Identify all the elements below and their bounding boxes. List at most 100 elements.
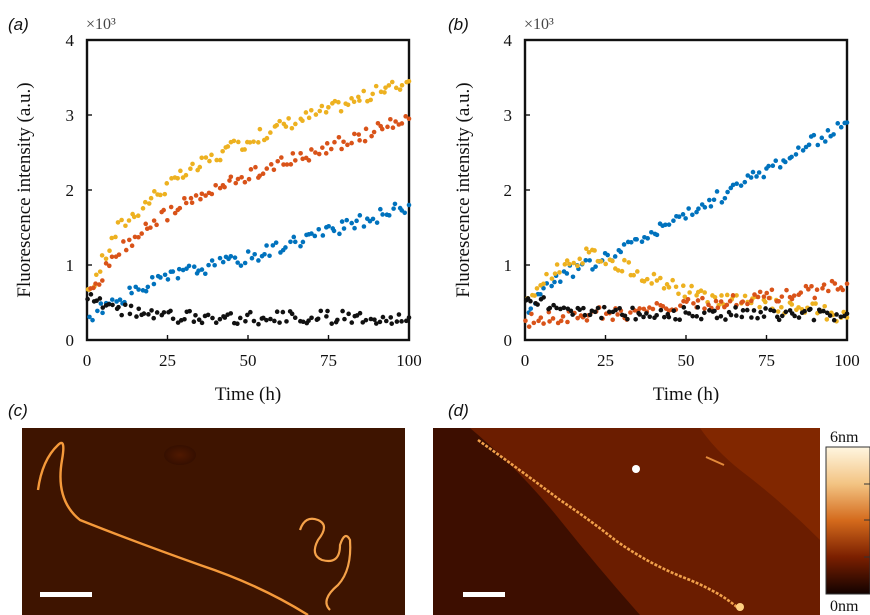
data-point xyxy=(243,318,248,324)
data-point xyxy=(262,251,267,257)
afm-image-c xyxy=(22,428,405,615)
fibril xyxy=(477,438,741,611)
data-point xyxy=(630,305,635,311)
data-point xyxy=(325,308,330,314)
data-point xyxy=(840,287,846,293)
data-point xyxy=(326,223,331,229)
data-point xyxy=(775,309,781,314)
data-point xyxy=(595,305,601,311)
data-point xyxy=(619,268,625,274)
data-point xyxy=(752,292,757,297)
data-point xyxy=(673,284,679,290)
data-point xyxy=(730,293,736,298)
data-point xyxy=(554,305,559,311)
data-point xyxy=(345,102,351,108)
data-point xyxy=(228,254,234,259)
data-point xyxy=(293,158,298,163)
data-point xyxy=(187,308,192,314)
data-point xyxy=(388,315,394,320)
data-point xyxy=(109,254,115,260)
data-point xyxy=(622,313,628,319)
data-point xyxy=(779,313,785,319)
data-point xyxy=(766,295,772,301)
data-point xyxy=(389,321,395,326)
data-point xyxy=(100,305,106,310)
data-point xyxy=(690,313,695,319)
data-point xyxy=(406,315,412,320)
data-point xyxy=(373,83,379,89)
data-point xyxy=(822,139,828,144)
data-point xyxy=(162,191,168,197)
data-point xyxy=(802,308,807,314)
data-point xyxy=(762,299,768,305)
data-point xyxy=(568,308,574,314)
data-point xyxy=(351,99,357,105)
data-point xyxy=(526,324,532,329)
data-point xyxy=(544,271,549,277)
data-point xyxy=(682,294,688,300)
data-point xyxy=(378,206,383,212)
data-point xyxy=(274,122,280,128)
data-point xyxy=(162,272,168,278)
data-point xyxy=(748,175,754,180)
data-point xyxy=(560,314,566,319)
data-point xyxy=(247,140,253,145)
data-point xyxy=(235,260,240,265)
data-point xyxy=(370,91,375,97)
data-point xyxy=(93,281,98,286)
data-point xyxy=(695,305,701,310)
x-tick-label: 0 xyxy=(521,351,530,370)
data-point xyxy=(811,132,817,138)
data-point xyxy=(222,184,227,190)
data-point xyxy=(678,303,683,308)
data-point xyxy=(199,267,205,272)
data-point xyxy=(97,296,103,301)
data-point xyxy=(689,283,694,289)
data-point xyxy=(242,179,248,185)
data-point xyxy=(587,258,592,263)
data-point xyxy=(132,234,138,240)
data-point xyxy=(714,189,720,194)
data-point xyxy=(580,261,585,266)
data-point xyxy=(91,285,96,291)
data-point xyxy=(734,313,739,318)
afm-blob xyxy=(164,445,196,465)
data-point xyxy=(789,302,795,307)
data-point xyxy=(685,296,691,302)
data-point xyxy=(728,312,734,318)
data-point xyxy=(109,235,115,241)
data-point xyxy=(583,258,589,263)
y-axis-ticks: 0 1 2 3 4 xyxy=(66,31,92,350)
colorbar-min-label: 0nm xyxy=(830,598,859,615)
data-point xyxy=(357,213,363,218)
data-point xyxy=(749,315,754,320)
data-point xyxy=(777,165,783,170)
data-point xyxy=(283,245,288,250)
data-point xyxy=(754,174,759,179)
data-point xyxy=(686,206,691,211)
data-point xyxy=(676,291,681,297)
data-point xyxy=(571,260,577,266)
data-point xyxy=(673,316,678,322)
x-tick-label: 25 xyxy=(159,351,176,370)
data-point xyxy=(197,164,203,170)
data-point xyxy=(406,116,412,122)
data-point xyxy=(740,308,746,313)
data-point xyxy=(323,151,329,156)
data-point xyxy=(658,307,664,313)
data-point xyxy=(292,239,298,245)
y-multiplier: ×10³ xyxy=(86,16,116,33)
data-point xyxy=(357,98,362,103)
data-point xyxy=(394,319,400,324)
data-point xyxy=(707,308,712,313)
data-point xyxy=(396,312,402,317)
data-point xyxy=(393,119,398,124)
data-point xyxy=(695,298,701,303)
data-point xyxy=(182,196,187,201)
data-point xyxy=(681,305,687,310)
x-tick-label: 100 xyxy=(834,351,860,370)
data-point xyxy=(220,148,225,154)
data-point xyxy=(252,251,257,257)
data-point xyxy=(834,312,839,317)
data-point xyxy=(561,305,567,311)
